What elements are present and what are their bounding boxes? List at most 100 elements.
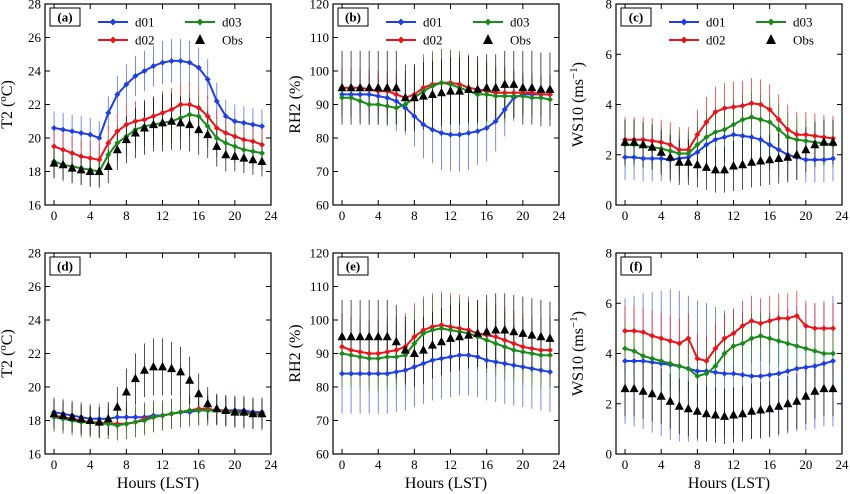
point-d03 xyxy=(519,348,526,355)
y-tick-label: 0 xyxy=(606,198,613,213)
point-obs xyxy=(94,166,104,175)
point-d01 xyxy=(348,91,355,98)
point-obs xyxy=(455,86,465,95)
point-d02 xyxy=(622,327,629,334)
point-d03 xyxy=(528,350,535,357)
point-d01 xyxy=(649,359,656,366)
point-obs xyxy=(620,137,630,146)
point-d03 xyxy=(339,350,346,357)
point-d01 xyxy=(384,94,391,101)
y-tick-label: 18 xyxy=(28,413,41,428)
point-d02 xyxy=(748,317,755,324)
point-d02 xyxy=(96,156,103,163)
point-d03 xyxy=(793,136,800,143)
point-obs xyxy=(620,383,630,393)
point-d03 xyxy=(820,350,827,357)
point-d03 xyxy=(640,353,647,360)
data-layer xyxy=(337,291,555,414)
point-d03 xyxy=(159,412,166,419)
point-d02 xyxy=(69,150,76,157)
point-d01 xyxy=(384,370,391,377)
point-d03 xyxy=(766,335,773,342)
point-d02 xyxy=(204,113,211,120)
legend-label-d01: d01 xyxy=(423,15,443,30)
y-tick-label: 8 xyxy=(606,246,613,261)
point-d01 xyxy=(411,363,418,370)
point-d01 xyxy=(258,123,265,130)
point-d01 xyxy=(631,154,638,161)
point-d01 xyxy=(168,57,175,64)
point-obs xyxy=(382,331,392,341)
point-d02 xyxy=(177,101,184,108)
point-d01 xyxy=(393,98,400,105)
point-obs xyxy=(683,157,693,166)
point-d03 xyxy=(676,363,683,370)
point-d03 xyxy=(667,360,674,367)
point-d03 xyxy=(501,343,508,350)
point-d03 xyxy=(510,347,517,354)
point-d03 xyxy=(132,419,139,426)
point-d03 xyxy=(748,335,755,342)
series-line-d01 xyxy=(53,59,263,140)
point-obs xyxy=(518,328,528,337)
y-tick-label: 24 xyxy=(28,313,42,328)
point-d02 xyxy=(811,132,818,139)
point-d02 xyxy=(528,89,535,96)
point-d01 xyxy=(501,106,508,113)
point-d03 xyxy=(240,146,247,153)
point-obs xyxy=(810,386,820,395)
x-tick-label: 20 xyxy=(516,457,529,472)
point-obs xyxy=(629,137,639,146)
point-obs xyxy=(194,388,204,398)
point-d02 xyxy=(258,141,265,148)
point-obs xyxy=(194,124,204,134)
point-d03 xyxy=(676,150,683,157)
x-tick-label: 0 xyxy=(339,457,346,472)
point-d02 xyxy=(676,146,683,153)
x-tick-label: 8 xyxy=(411,457,418,472)
point-obs xyxy=(692,159,702,169)
point-obs xyxy=(536,331,546,341)
point-obs xyxy=(545,333,555,342)
point-d02 xyxy=(766,106,773,113)
point-d02 xyxy=(510,340,517,347)
point-d02 xyxy=(667,337,674,344)
plot-frame xyxy=(615,3,843,206)
point-obs xyxy=(427,89,437,98)
point-d01 xyxy=(96,135,103,141)
point-obs xyxy=(482,326,492,336)
point-d03 xyxy=(775,126,782,133)
y-axis-label: RH2 (%) xyxy=(287,75,304,133)
point-d02 xyxy=(757,320,764,327)
point-obs xyxy=(436,87,446,97)
panel-b: 60 70 80 90 100 110 120 0 4 8 12 16 20 24 (b) RH2 (%) d0… xyxy=(287,0,566,223)
point-d01 xyxy=(730,131,737,138)
point-d03 xyxy=(348,94,355,101)
point-d01 xyxy=(123,414,130,421)
y-axis-label-sup: o xyxy=(0,96,9,102)
point-d03 xyxy=(811,347,818,354)
x-tick-label: 4 xyxy=(658,457,665,472)
point-d01 xyxy=(712,369,719,376)
point-obs xyxy=(409,348,419,357)
point-d01 xyxy=(186,59,193,66)
point-obs xyxy=(103,413,113,423)
y-axis-label-tail: C) xyxy=(0,80,16,96)
y-tick-label: 22 xyxy=(28,97,41,112)
point-obs xyxy=(49,158,59,167)
point-d02 xyxy=(730,330,737,337)
point-d02 xyxy=(739,102,746,109)
point-d03 xyxy=(667,147,674,154)
point-d02 xyxy=(375,350,382,357)
point-d03 xyxy=(123,420,130,427)
point-d02 xyxy=(132,118,139,125)
point-obs xyxy=(701,162,711,171)
point-d03 xyxy=(141,417,148,424)
point-d02 xyxy=(667,141,674,148)
point-obs xyxy=(710,410,720,419)
y-tick-label: 80 xyxy=(316,380,329,395)
point-d02 xyxy=(384,348,391,355)
y-tick-label: 110 xyxy=(310,279,329,294)
x-tick-label: 20 xyxy=(228,208,241,223)
panel-tag: (d) xyxy=(57,259,73,274)
